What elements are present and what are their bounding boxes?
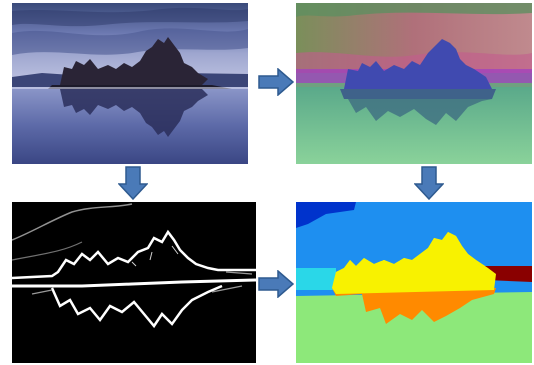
segmentation-map <box>296 202 532 363</box>
region-cyan <box>296 268 336 290</box>
feature-map <box>296 3 532 164</box>
region-water <box>296 292 532 363</box>
arrow-right-icon <box>258 270 294 298</box>
lake-photo <box>12 3 248 164</box>
boundary-map-panel <box>12 202 256 363</box>
edge-map <box>12 202 256 363</box>
arrow-right-icon <box>258 68 294 96</box>
region-dark-sky <box>296 202 356 228</box>
region-yellow-rock <box>332 232 496 294</box>
arrow-down-icon <box>414 166 444 200</box>
segmentation-panel <box>296 202 532 363</box>
region-orange-reflection <box>332 288 496 324</box>
feature-embedding-panel <box>296 3 532 164</box>
input-photo-panel <box>12 3 248 164</box>
arrow-down-icon <box>118 166 148 200</box>
